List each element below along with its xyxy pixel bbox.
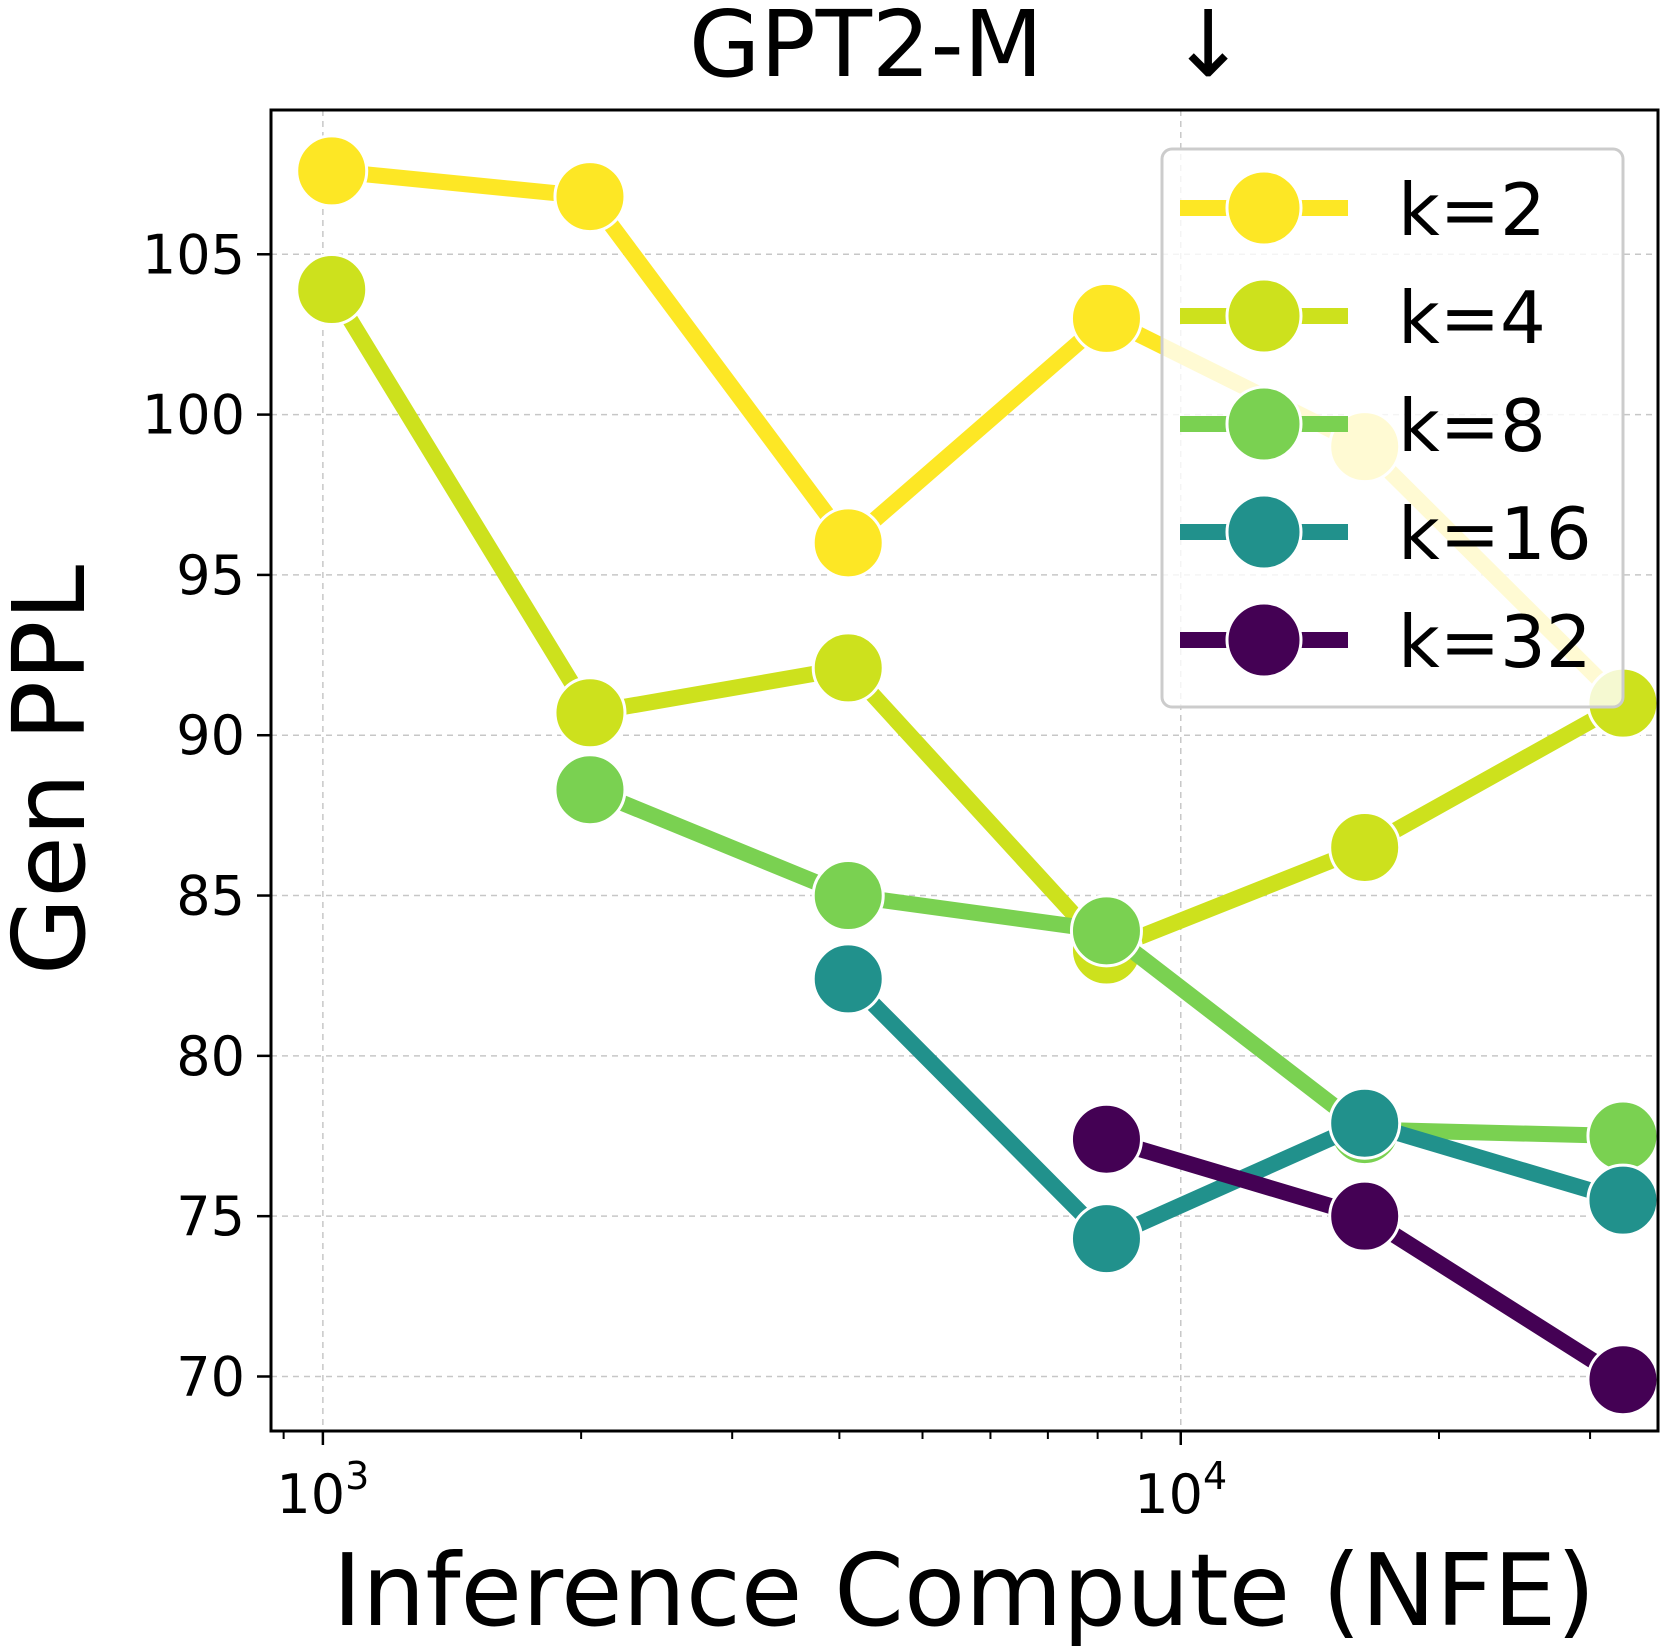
series-k=32 <box>1069 1102 1660 1417</box>
y-tick-label: 70 <box>176 1345 245 1408</box>
legend-label: k=32 <box>1398 600 1592 684</box>
legend: k=2 k=4 k=8 k=16 k=32 <box>1160 147 1625 709</box>
series-k=16 <box>811 942 1660 1276</box>
y-tick-label: 90 <box>176 704 245 767</box>
data-point <box>295 253 369 327</box>
chart-title: GPT2-M <box>689 0 1043 98</box>
series-line <box>840 970 1631 1247</box>
data-point <box>553 753 627 827</box>
data-point <box>811 631 885 705</box>
legend-item: k=4 <box>1180 276 1546 360</box>
legend-item: k=32 <box>1180 600 1592 684</box>
x-tick-label: 104 <box>1134 1454 1227 1526</box>
x-axis-label: Inference Compute (NFE) <box>332 1532 1595 1648</box>
legend-marker <box>1225 385 1303 463</box>
legend-marker <box>1225 169 1303 247</box>
data-point <box>295 134 369 208</box>
legend-label: k=2 <box>1398 168 1546 252</box>
data-point <box>811 859 885 933</box>
data-point <box>1069 894 1143 968</box>
legend-item: k=16 <box>1180 492 1592 576</box>
title-arrow: ↓ <box>1169 0 1246 98</box>
x-tick-label: 103 <box>276 1454 369 1526</box>
legend-label: k=8 <box>1398 384 1546 468</box>
y-tick-label: 100 <box>142 384 245 447</box>
legend-label: k=16 <box>1398 492 1592 576</box>
legend-marker <box>1225 493 1303 571</box>
data-point <box>1328 1179 1402 1253</box>
data-point <box>1069 1202 1143 1276</box>
legend-marker <box>1225 277 1303 355</box>
data-point <box>811 942 885 1016</box>
data-point <box>1586 1099 1660 1173</box>
series-line <box>323 281 1631 959</box>
data-point <box>811 506 885 580</box>
y-tick-label: 105 <box>142 223 245 286</box>
y-tick-label: 95 <box>176 544 245 607</box>
data-point <box>1586 1163 1660 1237</box>
data-point <box>1328 810 1402 884</box>
series-k=4 <box>295 253 1660 987</box>
legend-item: k=2 <box>1180 168 1546 252</box>
data-point <box>553 160 627 234</box>
data-point <box>553 676 627 750</box>
legend-item: k=8 <box>1180 384 1546 468</box>
y-tick-label: 75 <box>176 1185 245 1248</box>
axis-ticks: 70 75 80 85 90 95 100 105 103 104 <box>142 223 1592 1526</box>
legend-label: k=4 <box>1398 276 1546 360</box>
plot-frame <box>269 108 1660 1433</box>
data-point <box>1586 1343 1660 1417</box>
data-point <box>1069 1102 1143 1176</box>
data-point <box>1328 1086 1402 1160</box>
legend-marker <box>1225 601 1303 679</box>
y-axis-label: Gen PPL <box>0 564 108 975</box>
data-point <box>1069 281 1143 355</box>
y-tick-label: 80 <box>176 1025 245 1088</box>
y-tick-label: 85 <box>176 865 245 928</box>
